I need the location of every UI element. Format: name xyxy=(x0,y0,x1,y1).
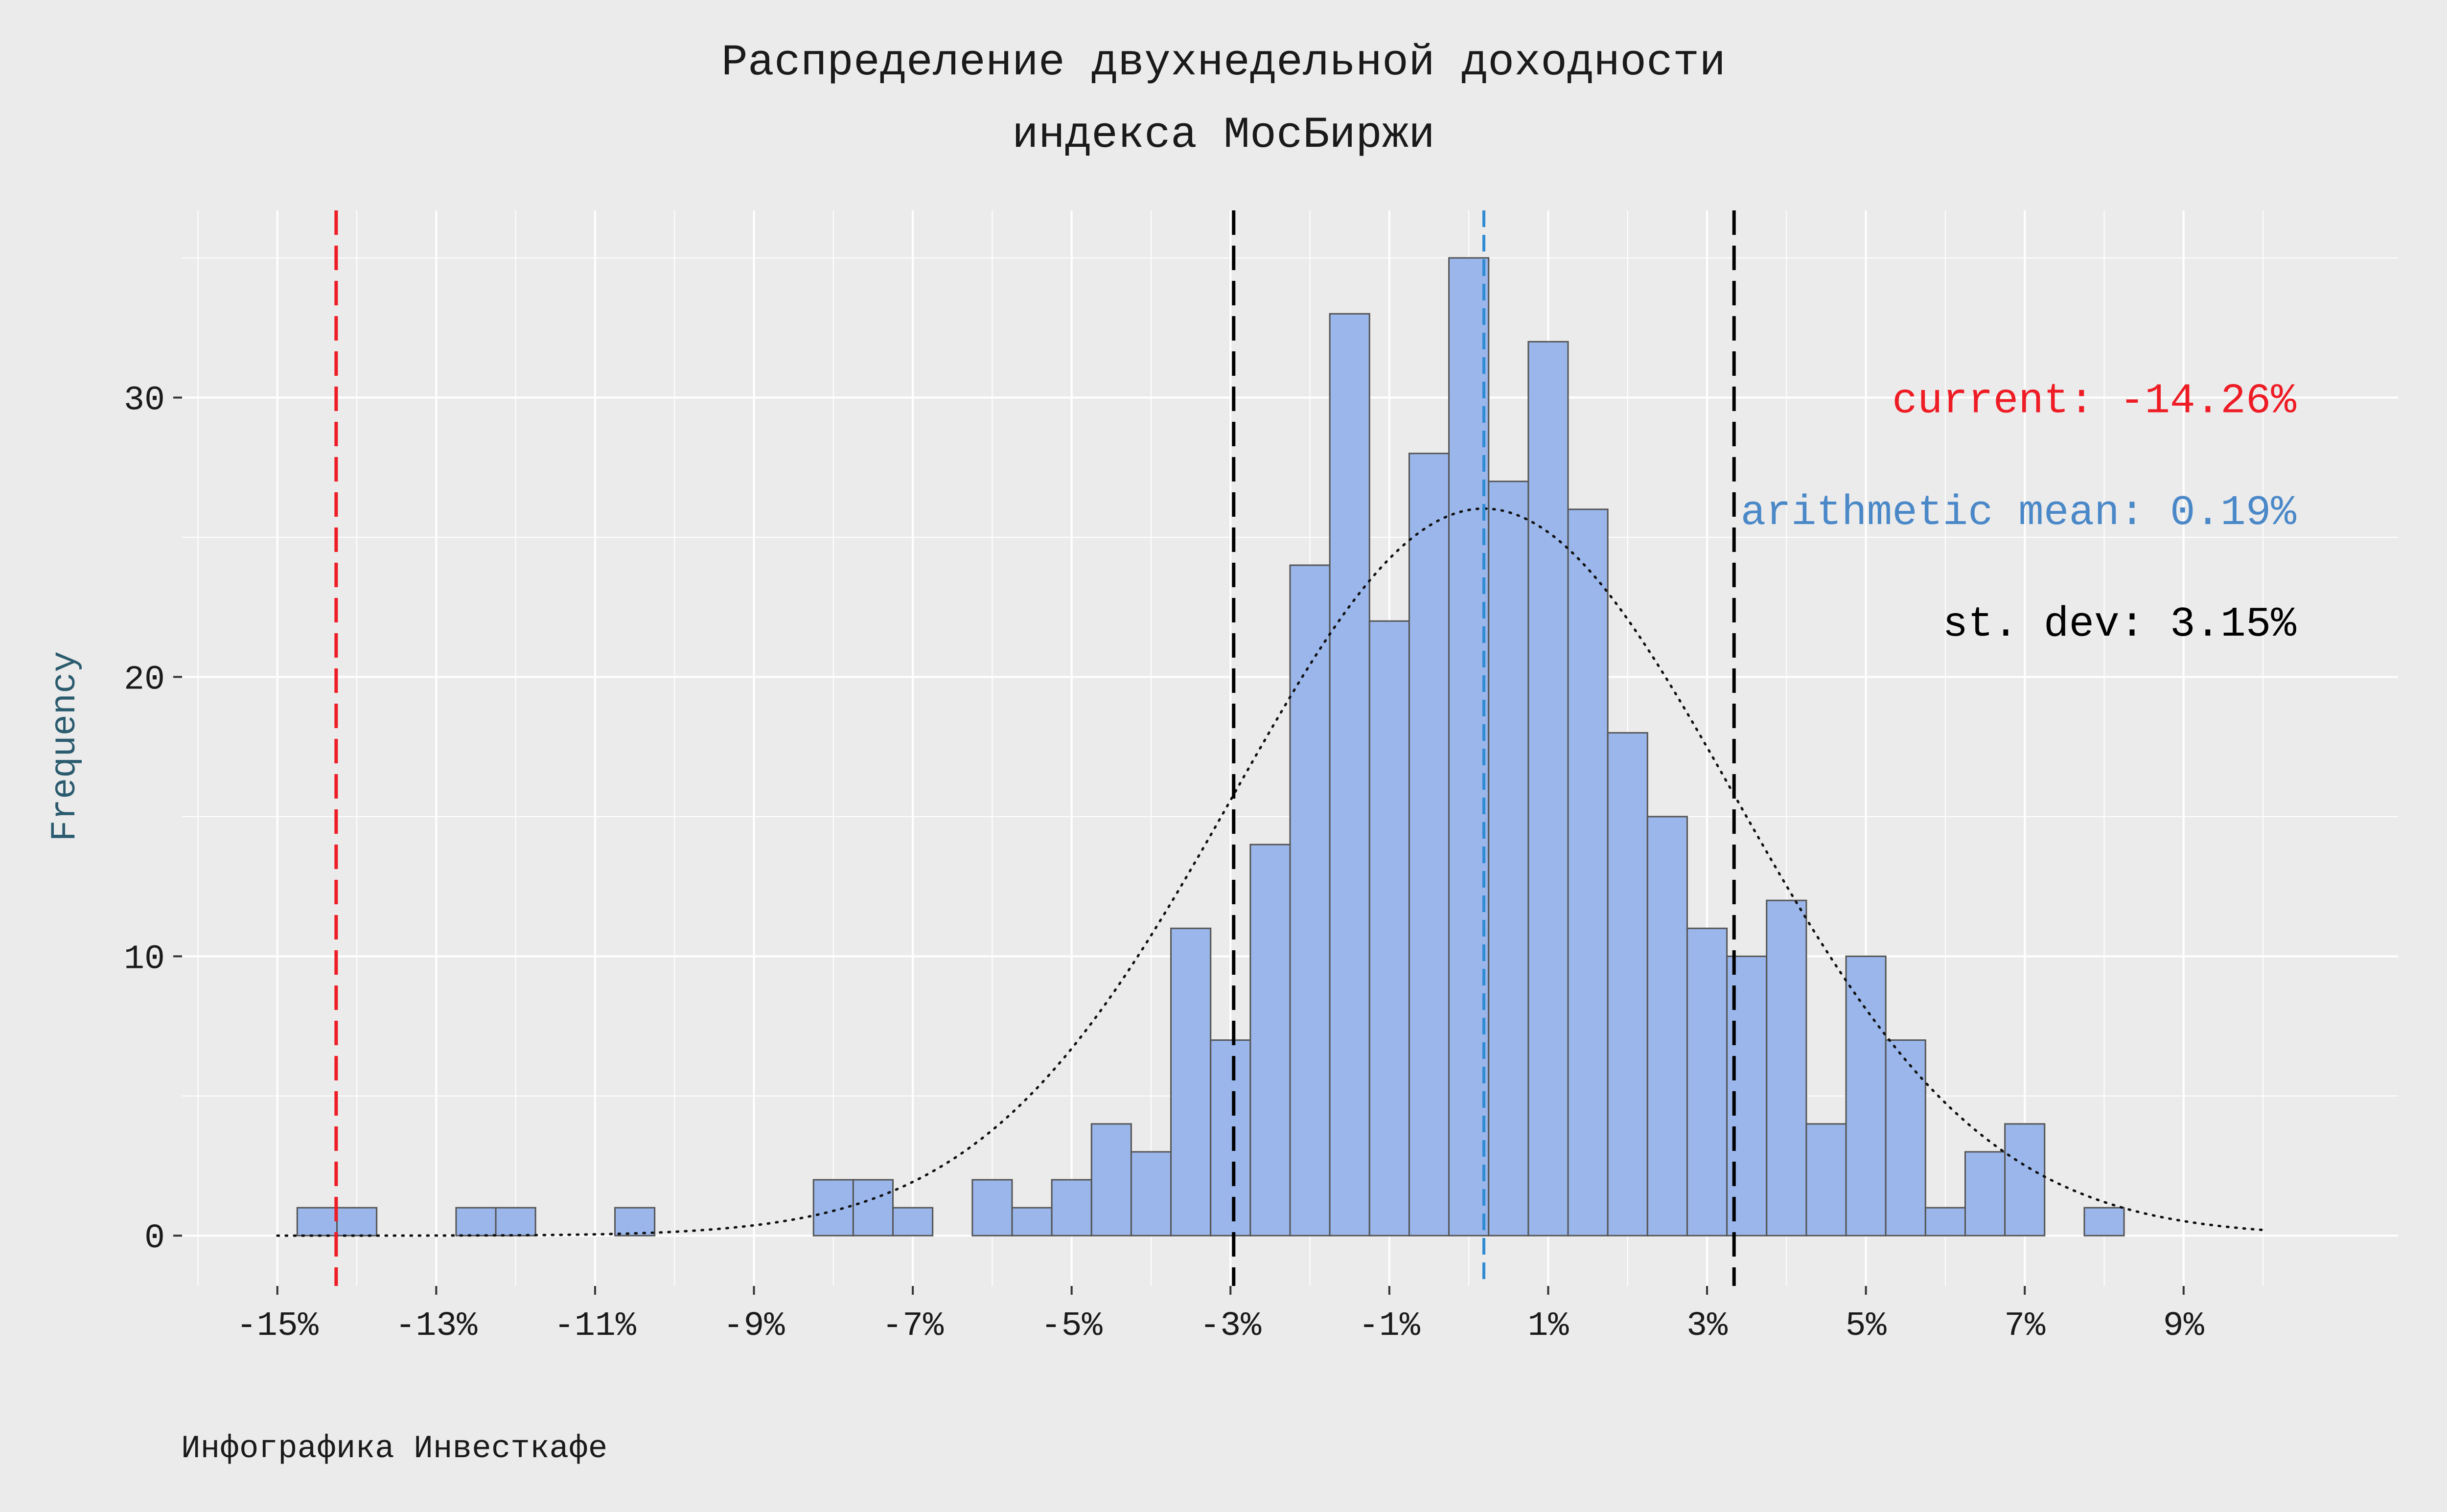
histogram-bar xyxy=(495,1207,536,1237)
histogram-bar xyxy=(1368,620,1410,1237)
histogram-bar xyxy=(1289,564,1331,1237)
histogram-bar xyxy=(1607,732,1648,1237)
histogram-bar xyxy=(1249,844,1291,1237)
x-tick-label: -15% xyxy=(236,1307,319,1346)
histogram-bar xyxy=(1805,1123,1847,1237)
histogram-bar xyxy=(1964,1151,2006,1237)
histogram-bar xyxy=(1567,508,1609,1237)
histogram-bar xyxy=(455,1207,497,1237)
y-axis-label: Frequency xyxy=(45,651,85,842)
y-tick-label: 10 xyxy=(124,940,165,979)
histogram-bar xyxy=(1448,257,1490,1237)
histogram-bar xyxy=(1527,341,1569,1237)
x-tick-label: -9% xyxy=(723,1307,785,1346)
histogram-bar xyxy=(812,1179,854,1237)
x-tick-label: -1% xyxy=(1359,1307,1421,1346)
histogram-bar xyxy=(1090,1123,1132,1237)
histogram-bar xyxy=(852,1179,894,1237)
histogram-bar xyxy=(1488,481,1529,1237)
histogram-bar xyxy=(1011,1207,1053,1237)
chart-title-line-2: индекса МосБиржи xyxy=(1012,111,1435,160)
caption: Инфографика Инвесткафе xyxy=(181,1430,607,1467)
histogram-bar xyxy=(1924,1207,1966,1237)
histogram-bar xyxy=(971,1179,1013,1237)
mean-annotation: arithmetic mean: 0.19% xyxy=(1741,489,2297,537)
x-tick-label: 1% xyxy=(1527,1307,1569,1346)
histogram-bar xyxy=(1686,927,1728,1237)
x-tick-label: -3% xyxy=(1200,1307,1262,1346)
histogram-bar xyxy=(2004,1123,2046,1237)
histogram-bar xyxy=(1646,816,1688,1237)
histogram-bar xyxy=(1845,955,1887,1237)
y-tick-label: 20 xyxy=(124,661,165,699)
x-tick-label: 5% xyxy=(1846,1307,1887,1346)
normal-curve xyxy=(276,507,2264,1237)
histogram-bar xyxy=(614,1207,656,1237)
histogram-bar xyxy=(1210,1039,1251,1237)
x-tick-label: 3% xyxy=(1686,1307,1728,1346)
x-tick-label: -13% xyxy=(395,1307,478,1346)
histogram-bar xyxy=(296,1207,338,1237)
y-tick-label: 0 xyxy=(144,1219,165,1258)
x-tick-label: 7% xyxy=(2004,1307,2046,1346)
histogram-bar xyxy=(1408,453,1450,1237)
x-tick-label: -11% xyxy=(554,1307,637,1346)
histogram-bar xyxy=(1885,1039,1926,1237)
histogram-bar xyxy=(1130,1151,1172,1237)
histogram-bar xyxy=(1766,899,1807,1237)
x-tick-label: -5% xyxy=(1041,1307,1103,1346)
histogram-bar xyxy=(1329,313,1370,1237)
x-tick-label: 9% xyxy=(2163,1307,2205,1346)
x-tick-label: -7% xyxy=(882,1307,944,1346)
current-annotation: current: -14.26% xyxy=(1892,377,2296,425)
histogram-bar xyxy=(336,1207,378,1237)
plot-panel: -15% -13% -11% -9% -7% -5% -3% -1% 1% 3% 5% 7% 9% 0 10… xyxy=(124,210,2398,1346)
stdev-annotation: st. dev: 3.15% xyxy=(1942,600,2296,648)
chart-title-line-1: Распределение двухнедельной доходности xyxy=(721,38,1726,88)
histogram-bar xyxy=(1170,927,1212,1237)
histogram-bar xyxy=(892,1207,934,1237)
histogram-bar xyxy=(2083,1207,2125,1237)
histogram-bar xyxy=(1051,1179,1092,1237)
y-tick-label: 30 xyxy=(124,382,165,420)
